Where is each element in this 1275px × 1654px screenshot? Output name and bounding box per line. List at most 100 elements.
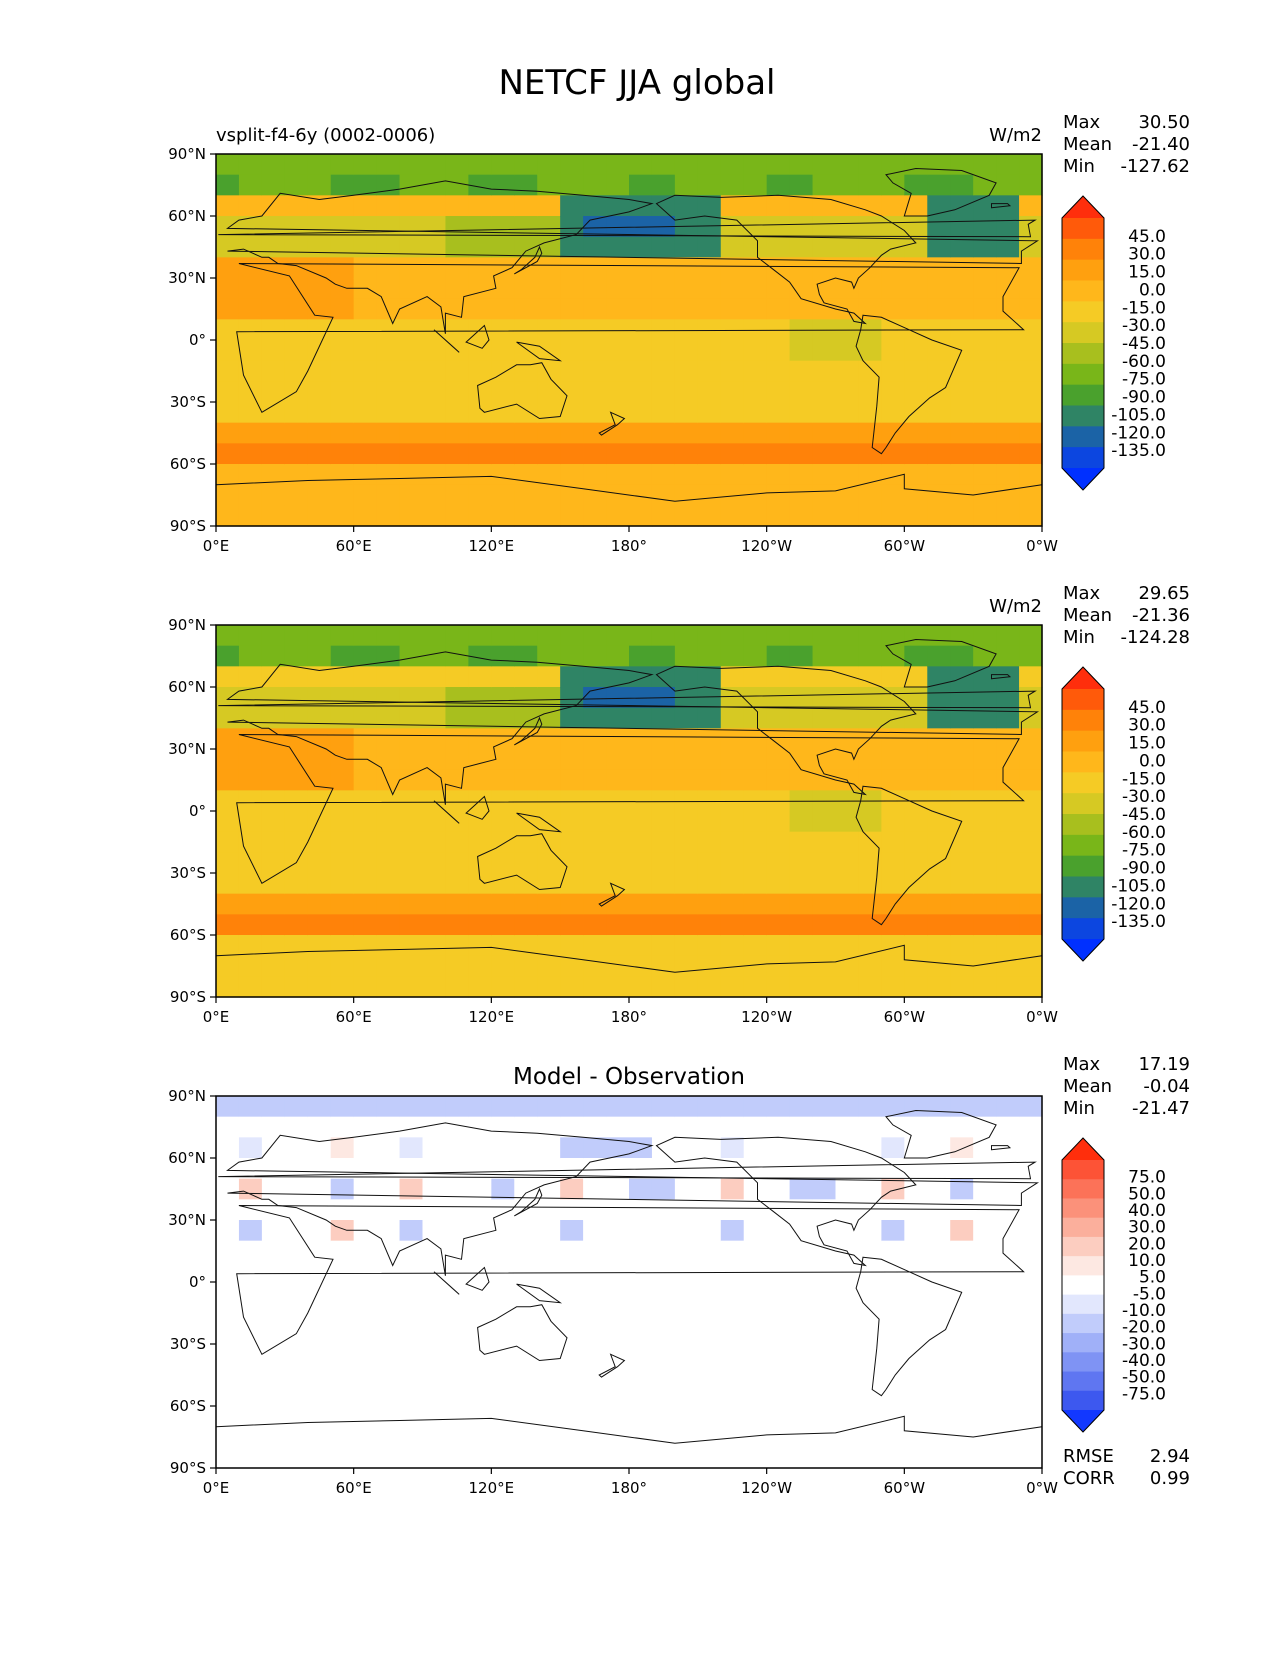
field-cell	[743, 1302, 768, 1324]
field-cell	[1019, 666, 1043, 688]
field-cell	[881, 402, 905, 424]
colorbar-outline	[1061, 1137, 1105, 1433]
y-tick-label: 60°N	[168, 1149, 206, 1167]
field-cell	[583, 1178, 607, 1200]
field-cell	[330, 1137, 355, 1159]
field-cell	[858, 154, 882, 176]
field-cell	[720, 1447, 745, 1469]
field-cell	[583, 1385, 607, 1407]
field-cell	[835, 873, 860, 895]
coastline	[225, 651, 1040, 805]
field-cell	[399, 505, 424, 527]
field-cell	[835, 340, 860, 362]
field-cell	[743, 216, 768, 238]
field-cell	[560, 893, 584, 915]
field-cell	[720, 1096, 745, 1118]
field-cell	[927, 174, 951, 196]
field-cell	[629, 1323, 653, 1345]
field-cell	[468, 278, 492, 300]
field-cell	[927, 195, 951, 217]
field-cell	[514, 873, 538, 895]
field-cell	[537, 505, 561, 527]
field-cell	[468, 505, 492, 527]
field-cell	[629, 402, 653, 424]
field-cell	[996, 1178, 1020, 1200]
field-cell	[583, 1261, 607, 1283]
field-cell	[514, 443, 538, 465]
field-cell	[353, 811, 378, 833]
field-cell	[353, 955, 378, 977]
field-cell	[261, 1364, 286, 1386]
field-cell	[445, 1426, 469, 1448]
field-cell	[560, 645, 584, 667]
field-cell	[812, 154, 837, 176]
field-cell	[583, 790, 607, 812]
field-cell	[560, 935, 584, 957]
field-panel-1	[216, 154, 1043, 527]
field-cell	[858, 1447, 882, 1469]
coastline	[465, 324, 490, 349]
field-cell	[514, 402, 538, 424]
field-cell	[560, 1178, 584, 1200]
field-cell	[973, 1426, 997, 1448]
field-cell	[537, 955, 561, 977]
field-cell	[514, 645, 538, 667]
field-cell	[216, 340, 240, 362]
field-cell	[950, 935, 974, 957]
x-tick-label: 0°W	[1026, 1479, 1058, 1497]
field-cell	[399, 1364, 424, 1386]
field-cell	[629, 1261, 653, 1283]
field-cell	[697, 298, 722, 320]
field-cell	[835, 236, 860, 258]
field-cell	[629, 914, 653, 936]
field-cell	[858, 831, 882, 853]
field-cell	[284, 402, 309, 424]
y-tick-label: 90°N	[168, 1087, 206, 1105]
field-cell	[537, 174, 561, 196]
field-cell	[881, 976, 905, 998]
field-cell	[812, 666, 837, 688]
field-cell	[238, 1426, 263, 1448]
field-cell	[927, 1158, 951, 1180]
x-tick-label: 120°E	[469, 537, 515, 555]
field-cell	[766, 831, 791, 853]
field-cell	[720, 340, 745, 362]
field-cell	[216, 1344, 240, 1366]
field-cell	[399, 319, 424, 341]
field-cell	[376, 955, 401, 977]
field-cell	[284, 236, 309, 258]
field-cell	[904, 402, 928, 424]
field-cell	[537, 257, 561, 279]
field-cell	[927, 257, 951, 279]
field-cell	[950, 402, 974, 424]
field-cell	[491, 1385, 515, 1407]
field-cell	[881, 873, 905, 895]
field-cell	[881, 831, 905, 853]
field-cell	[629, 340, 653, 362]
field-cell	[491, 1323, 515, 1345]
field-cell	[743, 340, 768, 362]
field-cell	[261, 484, 286, 506]
field-cell	[835, 1447, 860, 1469]
colorbar-cell	[1062, 751, 1104, 773]
field-cell	[422, 484, 447, 506]
field-cell	[376, 1261, 401, 1283]
field-cell	[583, 443, 607, 465]
field-cell	[238, 505, 263, 527]
field-cell	[216, 811, 240, 833]
field-cell	[697, 955, 722, 977]
field-cell	[330, 154, 355, 176]
field-cell	[950, 360, 974, 382]
field-cell	[927, 422, 951, 444]
field-cell	[651, 236, 676, 258]
field-cell	[606, 976, 630, 998]
field-cell	[789, 236, 814, 258]
field-cell	[537, 1178, 561, 1200]
field-cell	[789, 257, 814, 279]
field-cell	[330, 278, 355, 300]
field-cell	[261, 914, 286, 936]
field-cell	[812, 1323, 837, 1345]
field-cell	[537, 976, 561, 998]
field-cell	[376, 278, 401, 300]
field-cell	[674, 464, 699, 486]
